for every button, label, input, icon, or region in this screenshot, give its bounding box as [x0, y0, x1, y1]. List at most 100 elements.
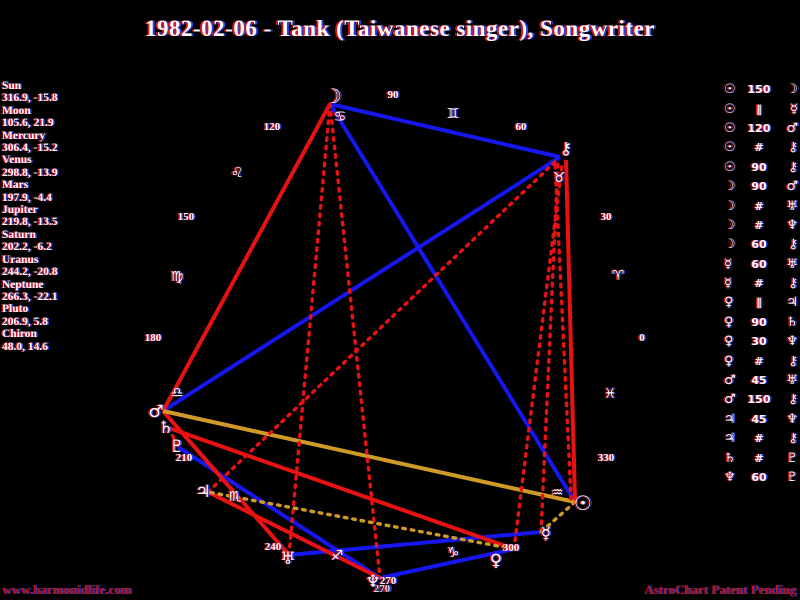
aspect-planet2: ♅ — [786, 256, 798, 272]
aspect-planet2: ♆ — [786, 411, 798, 427]
aspect-row-5: ☽ 90 ♂ — [724, 177, 798, 196]
aspect-row-20: ♆ 60 ♇ — [724, 468, 798, 487]
aspect-type: 150 — [747, 83, 771, 97]
aspect-planet1: ♆ — [724, 470, 736, 485]
pluto-glyph-icon: ♇ — [169, 437, 185, 457]
aspect-line-venus-jupiter — [206, 490, 516, 551]
aspect-line-jupiter-neptune — [207, 490, 381, 580]
sagittarius-sign-icon: ♐ — [330, 548, 344, 564]
planet-name-neptune: Neptune — [2, 278, 44, 291]
aspect-type: # — [754, 218, 764, 232]
aspect-planet2: ⚷ — [788, 431, 798, 447]
aspect-planet1: ♃ — [724, 411, 736, 427]
aspect-type: 150 — [747, 393, 771, 407]
aspect-type: 90 — [751, 160, 767, 174]
planet-coords-uranus: 244.2, -20.8 — [2, 266, 58, 279]
sun-glyph-icon: ☉ — [574, 491, 592, 515]
aspect-planet1: ☽ — [724, 198, 736, 214]
aspect-type: # — [754, 354, 764, 368]
aspect-type: 90 — [751, 315, 767, 329]
aspect-planet1: ♃ — [724, 431, 736, 447]
aspect-line-mars-uranus — [161, 409, 291, 557]
aspect-planet2: ♄ — [786, 314, 798, 330]
planet-name-sun: Sun — [2, 80, 22, 92]
planet-coords-mars: 197.9, -4.4 — [2, 191, 52, 204]
aspect-planet1: ☽ — [724, 179, 736, 195]
aspect-planet1: ♀ — [724, 314, 734, 330]
aspect-type: 60 — [751, 257, 767, 271]
taurus-sign-icon: ♉ — [552, 170, 566, 186]
aspect-planet2: ♂ — [786, 120, 798, 136]
aspect-type: 45 — [751, 412, 767, 426]
aspect-row-14: ♀ # ⚷ — [724, 351, 798, 370]
aspect-type: 90 — [751, 180, 767, 194]
libra-sign-icon: ♎ — [170, 385, 184, 401]
planet-coords-neptune: 266.3, -22.1 — [2, 290, 58, 303]
degree-label-210: 210 — [175, 452, 193, 464]
degree-label-180: 180 — [144, 332, 162, 344]
aspect-planet2: ⚷ — [788, 237, 798, 253]
aspect-planet2: ⚷ — [788, 353, 798, 369]
aspect-row-1: ☉ ∥ ☿ — [724, 99, 798, 118]
aspect-type: # — [754, 199, 764, 213]
aspect-row-16: ♂ 150 ⚷ — [724, 390, 798, 409]
aspect-line-moon-sun — [328, 102, 577, 504]
aspect-planet2: ♅ — [786, 198, 798, 214]
aspect-planet2: ⚷ — [788, 159, 798, 175]
aspect-row-6: ☽ # ♅ — [724, 196, 798, 215]
planet-name-saturn: Saturn — [2, 228, 36, 241]
aspect-planet2: ⚷ — [788, 392, 798, 408]
degree-label-150: 150 — [177, 211, 195, 223]
aspect-planet1: ☉ — [724, 82, 736, 98]
planet-name-moon: Moon — [2, 104, 31, 117]
degree-label-60: 60 — [515, 121, 527, 133]
pisces-sign-icon: ♓ — [603, 386, 617, 402]
venus-glyph-icon: ♀ — [489, 551, 503, 571]
degree-label-270: 270 — [379, 575, 397, 587]
aspect-row-12: ♀ 90 ♄ — [724, 313, 798, 332]
jupiter-glyph-icon: ♃ — [195, 482, 211, 502]
aspect-planet1: ♀ — [724, 334, 734, 350]
aspect-line-moon-uranus — [287, 102, 332, 557]
aspect-line-venus-neptune — [379, 547, 515, 580]
leo-sign-icon: ♌ — [230, 165, 244, 181]
aspect-line-mars-sun — [162, 409, 576, 504]
moon-glyph-icon: ☽ — [324, 84, 342, 108]
planet-name-pluto: Pluto — [2, 303, 29, 316]
aspect-row-4: ☉ 90 ⚷ — [724, 158, 798, 177]
aspect-planet1: ☉ — [724, 120, 736, 136]
planet-coords-venus: 298.8, -13.9 — [2, 166, 58, 179]
aspect-planet1: ♀ — [724, 353, 734, 369]
planet-name-venus: Venus — [2, 154, 32, 167]
planet-coords-jupiter: 219.8, -13.5 — [2, 216, 58, 229]
degree-label-ghost: 270 — [373, 583, 391, 595]
aquarius-sign-icon: ♒ — [550, 485, 564, 501]
aspect-row-11: ♀ ∥ ♃ — [724, 293, 798, 312]
aspect-line-venus-saturn — [168, 426, 515, 551]
chiron-glyph-icon: ⚷ — [559, 139, 573, 159]
aspect-type: 60 — [751, 471, 767, 484]
aspect-type: 120 — [747, 121, 771, 135]
aspect-line-moon-mars — [161, 103, 332, 412]
aspect-type: 45 — [751, 374, 767, 388]
aspect-type: ∥ — [756, 296, 762, 310]
aspect-line-mercury-chiron — [539, 160, 560, 534]
aspect-type: # — [754, 141, 764, 155]
aspect-type: # — [754, 432, 764, 446]
aspect-line-mercury-uranus — [288, 530, 542, 557]
aspect-row-3: ☉ # ⚷ — [724, 138, 798, 157]
aspect-line-sun-mercury — [539, 500, 577, 534]
aspect-planet2: ⚷ — [788, 140, 798, 156]
aspect-type: ∥ — [756, 102, 762, 116]
aspect-type: 60 — [751, 238, 767, 252]
aspect-list: ☉ 150 ☽ ☉ ∥ ☿ ☉ 120 ♂ ☉ # ⚷ ☉ 90 ⚷ ☽ 90 ♂ ☽ # ♅ ☽ # ♆ ☽ 60 ⚷ ☿ 60 ♅ ☿ #… — [724, 80, 798, 487]
aspect-planet2: ♇ — [786, 470, 798, 485]
degree-label-240: 240 — [264, 541, 282, 553]
gemini-sign-icon: ♊ — [446, 106, 460, 122]
aspect-row-10: ☿ # ⚷ — [724, 274, 798, 293]
mars-glyph-icon: ♂ — [148, 402, 164, 422]
planet-coords-pluto: 206.9, 5.8 — [2, 315, 48, 328]
aspect-line-moon-neptune — [328, 102, 382, 580]
